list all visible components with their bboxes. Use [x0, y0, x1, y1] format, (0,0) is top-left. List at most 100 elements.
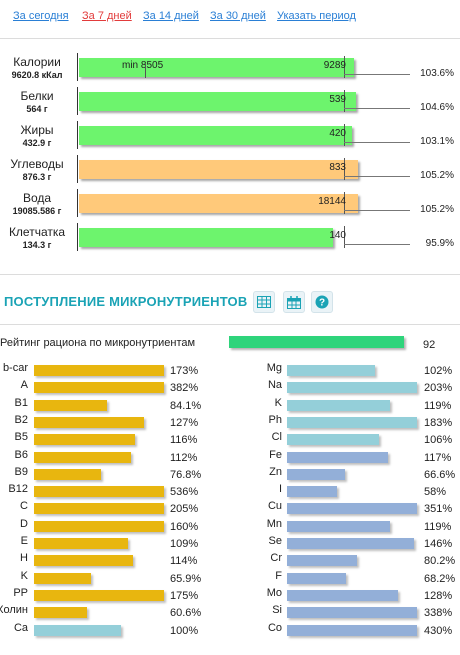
micronutrient-name: PP: [13, 586, 28, 599]
micronutrient-name: K: [274, 396, 282, 409]
macro-row: Калории 9620.8 кКал 9289 103.6% min 8505: [0, 50, 460, 84]
macro-bar: [79, 126, 352, 145]
micronutrient-bar: [34, 382, 164, 394]
macro-bar: [79, 194, 358, 213]
micronutrient-percent: 203%: [424, 382, 453, 395]
micronutrient-name: Ca: [13, 621, 28, 634]
period-link-7-days[interactable]: За 7 дней: [82, 10, 132, 22]
macro-bar: [79, 228, 333, 247]
micronutrient-percent: 109%: [170, 538, 199, 550]
macro-min-tick: [145, 64, 146, 78]
micronutrient-bar: [287, 607, 417, 619]
macro-axis: [77, 121, 78, 149]
micronutrient-name: F: [275, 569, 282, 582]
micronutrient-row: Cu 351%: [0, 498, 460, 515]
micronutrient-row: Mg 102%: [0, 360, 460, 377]
micronutrient-row: Fe 117%: [0, 447, 460, 464]
macro-percent: 95.9%: [425, 238, 454, 249]
micronutrient-name: Холин: [0, 604, 28, 617]
micronutrient-row: Na 203%: [0, 377, 460, 394]
micronutrient-percent: 68.2%: [424, 572, 456, 585]
micronutrient-bar: [34, 624, 121, 636]
micronutrient-percent: 183%: [424, 416, 453, 429]
header-divider: [0, 324, 460, 325]
micronutrient-bar: [34, 572, 91, 584]
macro-norm-tick: [344, 192, 345, 214]
micronutrient-bar: [287, 538, 414, 549]
period-link-custom[interactable]: Указать период: [277, 10, 356, 22]
micronutrient-name: K: [20, 569, 28, 582]
micronutrient-bar: [34, 589, 164, 601]
micronutrient-row: B12 536%: [0, 481, 460, 498]
micronutrient-row: Холин 60.6%: [0, 602, 460, 619]
calendar-view-button[interactable]: [283, 291, 305, 313]
micronutrient-rating: Рейтинг рациона по микронутриентам 92: [0, 334, 460, 354]
period-link-today[interactable]: За сегодня: [13, 10, 69, 22]
micronutrient-percent: 128%: [424, 589, 453, 602]
micronutrient-bar: [287, 434, 379, 446]
micronutrient-percent: 117%: [424, 451, 452, 464]
macro-axis: [77, 53, 78, 81]
micronutrient-percent: 160%: [170, 520, 199, 533]
macro-norm-tick: [344, 90, 345, 112]
micronutrient-name: Si: [272, 604, 282, 617]
micronutrient-bar: [287, 365, 375, 376]
micronutrient-name: Co: [267, 621, 282, 634]
macro-name: Жиры: [20, 123, 54, 137]
micronutrient-name: B2: [14, 413, 28, 426]
micronutrient-row: Co 430%: [0, 620, 460, 637]
micronutrient-percent: 65.9%: [170, 572, 202, 585]
micronutrient-bar: [34, 365, 164, 376]
macro-bar: [79, 58, 354, 77]
macro-norm-value: 9289: [323, 60, 346, 71]
micronutrient-row: b-car 173%: [0, 360, 460, 377]
micronutrient-bar: [287, 589, 398, 601]
micronutrient-name: Fe: [269, 448, 282, 461]
micronutrient-bar: [287, 382, 417, 394]
micronutrient-percent: 119%: [424, 399, 452, 412]
section-divider: [0, 274, 460, 275]
micronutrient-row: Cr 80.2%: [0, 550, 460, 567]
micronutrient-name: Ph: [268, 413, 282, 426]
macro-amount: 134.3 г: [22, 240, 52, 250]
micronutrient-bar: [287, 451, 388, 463]
micronutrient-name: Se: [268, 535, 282, 547]
micronutrient-bar: [287, 486, 337, 498]
macro-ref-line: [344, 142, 410, 143]
macro-norm-value: 140: [329, 230, 346, 241]
table-icon: [257, 296, 271, 308]
period-link-30-days[interactable]: За 30 дней: [210, 10, 266, 22]
macro-row: Белки 564 г 539 104.6%: [0, 84, 460, 118]
micronutrient-bar: [34, 555, 133, 567]
rating-bar: [229, 336, 404, 348]
micronutrient-row: Ca 100%: [0, 620, 460, 637]
macro-percent: 105.2%: [420, 204, 454, 215]
micronutrient-name: A: [20, 379, 28, 392]
micronutrient-percent: 58%: [424, 486, 447, 499]
macro-percent: 104.6%: [420, 102, 454, 113]
macro-ref-line: [344, 74, 410, 75]
macro-norm-tick: [344, 56, 345, 78]
table-view-button[interactable]: [253, 291, 275, 313]
micronutrient-bar: [34, 468, 101, 480]
top-divider: [0, 38, 460, 39]
micronutrient-percent: 146%: [424, 538, 453, 550]
macro-norm-value: 539: [329, 94, 346, 105]
micronutrient-bar: [34, 399, 107, 411]
period-link-14-days[interactable]: За 14 дней: [143, 10, 199, 22]
macro-percent: 103.6%: [420, 68, 454, 79]
help-button[interactable]: ?: [311, 291, 333, 313]
micronutrient-name: B12: [8, 483, 28, 496]
micronutrient-row: D 160%: [0, 516, 460, 533]
macro-norm-value: 833: [329, 162, 346, 173]
micronutrient-row: B9 76.8%: [0, 464, 460, 481]
micronutrient-percent: 536%: [170, 486, 199, 499]
macro-norm-value: 420: [329, 128, 346, 139]
micronutrient-percent: 338%: [424, 607, 453, 620]
macro-axis: [77, 155, 78, 183]
macro-axis: [77, 87, 78, 115]
micronutrient-bar: [34, 434, 135, 446]
rating-label: Рейтинг рациона по микронутриентам: [0, 337, 196, 349]
micronutrient-name: D: [20, 517, 28, 530]
micronutrient-row: B6 112%: [0, 447, 460, 464]
